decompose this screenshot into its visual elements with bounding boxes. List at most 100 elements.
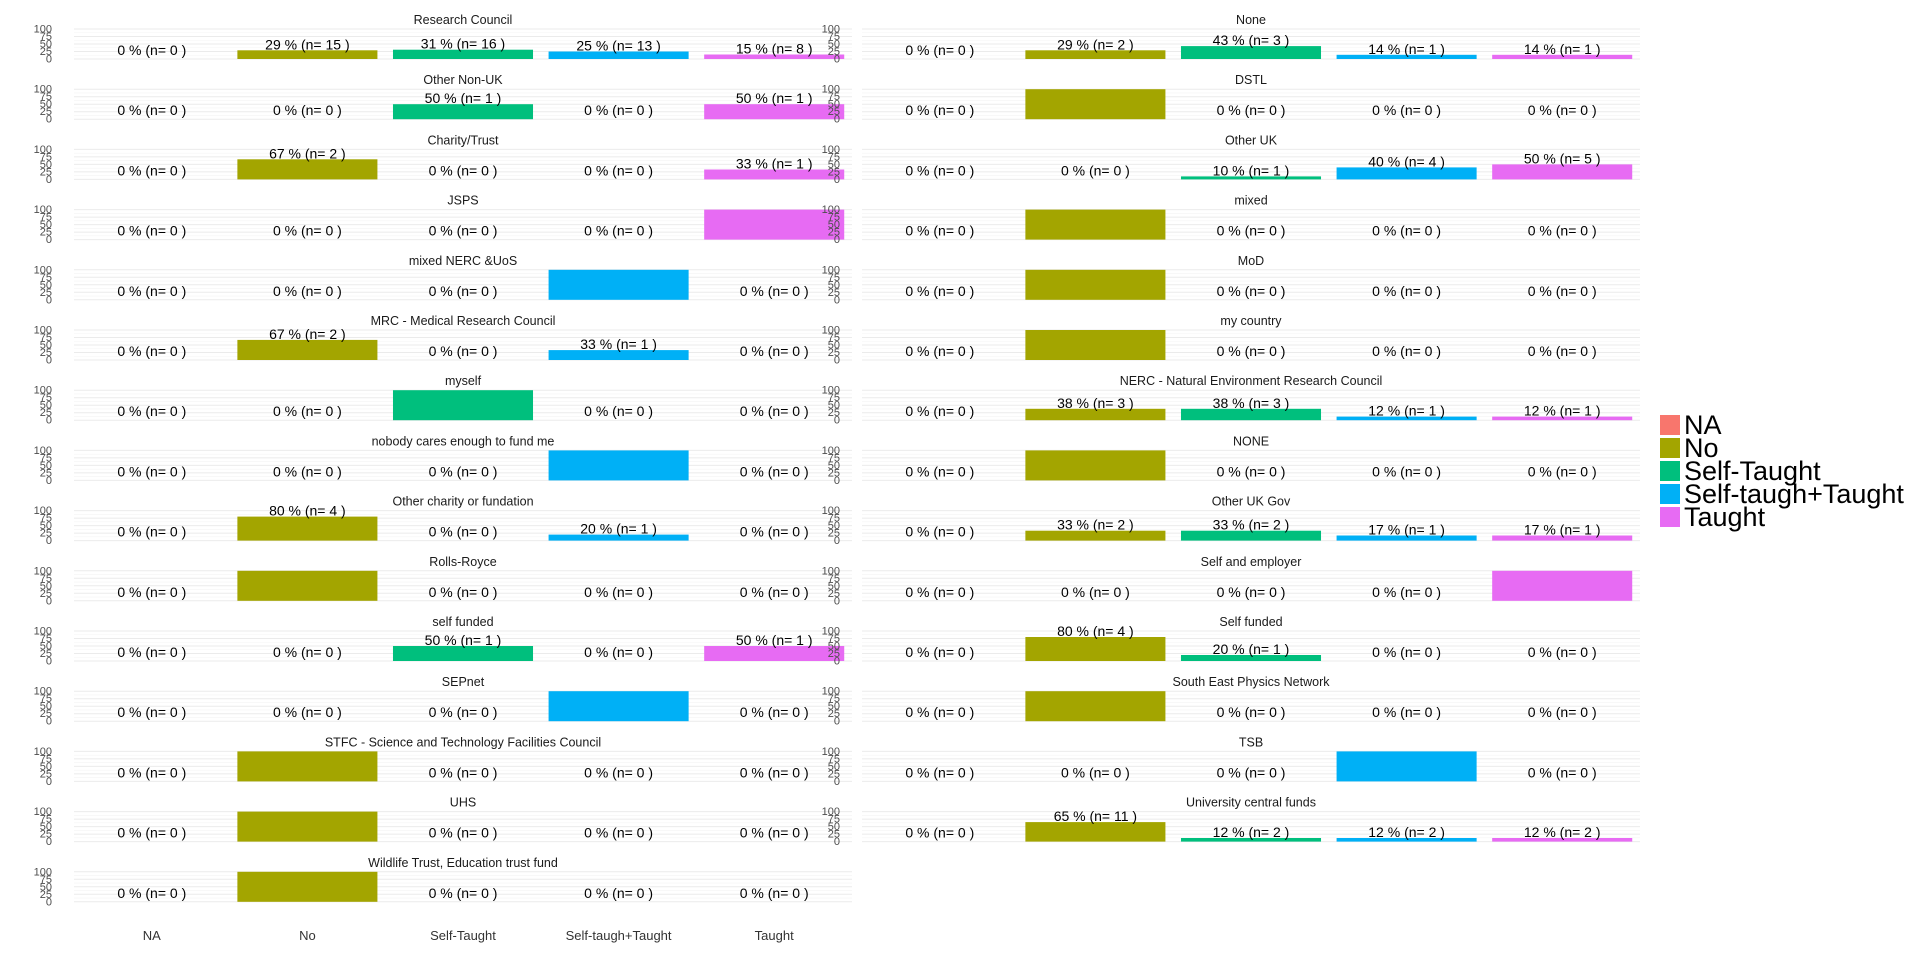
legend-swatch <box>1660 507 1680 527</box>
bar-self-taugh+taught <box>1336 54 1477 59</box>
data-label: 0 % (n= 0 ) <box>905 524 974 540</box>
data-label: 0 % (n= 0 ) <box>1372 704 1441 720</box>
bar-self-taugh+taught <box>548 51 689 59</box>
data-label: 50 % (n= 5 ) <box>1524 150 1601 166</box>
y-tick-label: 25 <box>828 227 840 239</box>
y-tick-label: 50 <box>828 219 840 231</box>
bar-no <box>1025 822 1166 842</box>
y-tick-label: 25 <box>40 347 52 359</box>
data-label: 0 % (n= 0 ) <box>905 162 974 178</box>
data-label: 17 % (n= 1 ) <box>1368 522 1445 538</box>
y-tick-label: 75 <box>828 693 840 705</box>
bar-self-taught <box>1180 530 1322 541</box>
data-label: 0 % (n= 0 ) <box>1372 223 1441 239</box>
y-tick-label: 0 <box>834 174 840 186</box>
panel-title: Rolls-Royce <box>429 555 496 569</box>
data-label: 0 % (n= 0 ) <box>1217 764 1286 780</box>
y-tick-label: 100 <box>822 204 840 216</box>
y-tick-label: 50 <box>40 460 52 472</box>
data-label: 0 % (n= 0 ) <box>1217 584 1286 600</box>
y-tick-label: 25 <box>40 106 52 118</box>
bar-self-taugh+taught <box>548 269 689 300</box>
y-tick-label: 75 <box>828 753 840 765</box>
y-tick-label: 100 <box>822 505 840 517</box>
y-tick-label: 75 <box>828 31 840 43</box>
y-tick-label: 50 <box>40 701 52 713</box>
y-tick-label: 50 <box>828 641 840 653</box>
panel-title: TSB <box>1239 735 1263 749</box>
data-label: 0 % (n= 0 ) <box>273 283 342 299</box>
y-tick-label: 0 <box>46 174 52 186</box>
data-label: 0 % (n= 0 ) <box>429 764 498 780</box>
bar-no <box>237 516 378 541</box>
y-tick-label: 0 <box>834 415 840 427</box>
x-tick-label: NA <box>143 928 161 943</box>
panel-title: South East Physics Network <box>1172 675 1330 689</box>
y-tick-label: 100 <box>822 746 840 758</box>
y-tick-label: 100 <box>822 325 840 337</box>
data-label: 0 % (n= 0 ) <box>1528 343 1597 359</box>
data-label: 67 % (n= 2 ) <box>269 326 346 342</box>
y-tick-label: 75 <box>828 573 840 585</box>
data-label: 0 % (n= 0 ) <box>584 102 653 118</box>
y-tick-label: 100 <box>34 264 52 276</box>
bar-no <box>1025 89 1166 120</box>
y-tick-label: 0 <box>46 114 52 126</box>
data-label: 0 % (n= 0 ) <box>740 283 809 299</box>
data-label: 0 % (n= 0 ) <box>905 102 974 118</box>
y-tick-label: 100 <box>34 565 52 577</box>
data-label: 0 % (n= 0 ) <box>117 42 186 58</box>
data-label: 0 % (n= 0 ) <box>584 764 653 780</box>
y-tick-label: 25 <box>40 708 52 720</box>
data-label: 0 % (n= 0 ) <box>905 644 974 660</box>
panel-title: Self and employer <box>1201 555 1302 569</box>
y-tick-label: 25 <box>40 588 52 600</box>
data-label: 0 % (n= 0 ) <box>584 223 653 239</box>
data-label: 20 % (n= 1 ) <box>1213 641 1290 657</box>
bar-no <box>1025 50 1166 59</box>
y-tick-label: 75 <box>40 332 52 344</box>
y-tick-label: 75 <box>828 452 840 464</box>
data-label: 14 % (n= 1 ) <box>1524 41 1601 57</box>
y-tick-label: 100 <box>34 325 52 337</box>
y-tick-label: 0 <box>834 294 840 306</box>
data-label: 0 % (n= 0 ) <box>117 644 186 660</box>
bar-self-taugh+taught <box>548 534 689 541</box>
data-label: 50 % (n= 1 ) <box>425 632 502 648</box>
y-tick-label: 100 <box>34 505 52 517</box>
y-tick-label: 50 <box>40 881 52 893</box>
data-label: 0 % (n= 0 ) <box>117 102 186 118</box>
data-label: 0 % (n= 0 ) <box>1217 343 1286 359</box>
y-tick-label: 25 <box>828 648 840 660</box>
data-label: 0 % (n= 0 ) <box>740 584 809 600</box>
y-tick-label: 25 <box>828 287 840 299</box>
y-tick-label: 50 <box>40 219 52 231</box>
y-tick-label: 50 <box>828 701 840 713</box>
data-label: 0 % (n= 0 ) <box>740 704 809 720</box>
bar-no <box>1025 330 1166 360</box>
y-tick-label: 100 <box>822 144 840 156</box>
y-tick-label: 75 <box>40 573 52 585</box>
y-tick-label: 0 <box>834 836 840 848</box>
legend-swatch <box>1660 461 1680 481</box>
bar-self-taught <box>1180 46 1322 59</box>
data-label: 12 % (n= 1 ) <box>1368 403 1445 419</box>
y-tick-label: 100 <box>822 565 840 577</box>
data-label: 15 % (n= 8 ) <box>736 41 813 57</box>
y-tick-label: 75 <box>40 753 52 765</box>
y-tick-label: 0 <box>46 716 52 728</box>
y-tick-label: 0 <box>834 475 840 487</box>
y-tick-label: 75 <box>40 814 52 826</box>
y-tick-label: 100 <box>822 626 840 638</box>
y-tick-label: 75 <box>828 633 840 645</box>
data-label: 0 % (n= 0 ) <box>1372 102 1441 118</box>
data-label: 0 % (n= 0 ) <box>1217 283 1286 299</box>
y-tick-label: 75 <box>828 212 840 224</box>
x-tick-label: No <box>299 928 316 943</box>
y-tick-label: 25 <box>40 829 52 841</box>
y-tick-label: 25 <box>40 46 52 58</box>
y-tick-label: 100 <box>34 204 52 216</box>
y-tick-label: 0 <box>46 234 52 246</box>
bar-taught <box>1492 54 1633 59</box>
panel-title: myself <box>445 374 482 388</box>
